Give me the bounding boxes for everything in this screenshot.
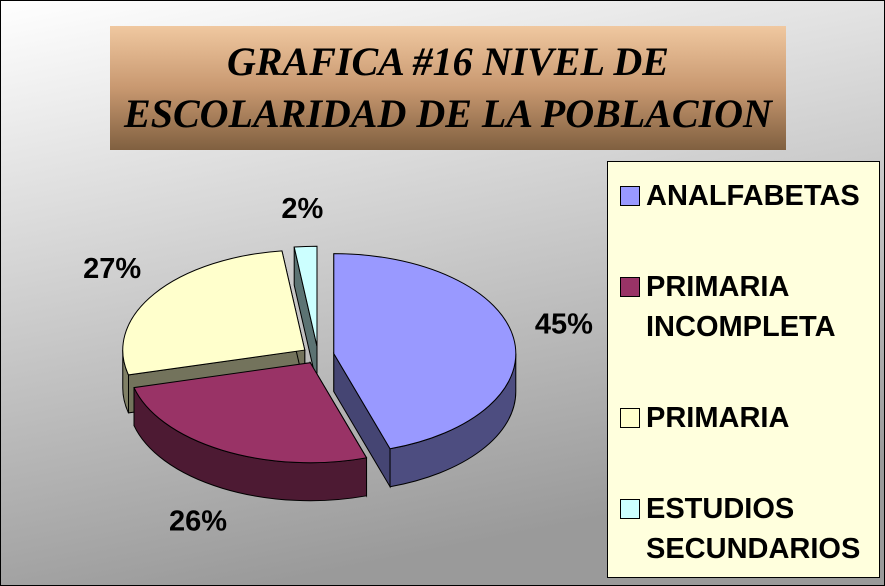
legend-label: ANALFABETAS xyxy=(646,180,860,212)
slice xyxy=(333,253,517,450)
legend-swatch xyxy=(620,277,640,297)
slice xyxy=(133,362,368,464)
data-label: 45% xyxy=(535,308,593,340)
legend-item: ANALFABETAS xyxy=(620,176,873,216)
legend-swatch xyxy=(620,186,640,206)
chart-title: GRAFICA #16 NIVEL DE ESCOLARIDAD DE LA P… xyxy=(110,26,786,150)
data-label: 27% xyxy=(83,253,141,285)
legend-label: PRIMARIA xyxy=(646,402,790,434)
legend-item: ESTUDIOS SECUNDARIOS xyxy=(620,489,873,569)
legend-item: PRIMARIA INCOMPLETA xyxy=(620,267,873,347)
slice xyxy=(122,250,306,376)
legend-label: ESTUDIOS SECUNDARIOS xyxy=(646,493,861,565)
pie-tops xyxy=(122,245,517,464)
legend-swatch xyxy=(620,499,640,519)
legend-swatch xyxy=(620,408,640,428)
data-label: 26% xyxy=(169,506,227,538)
data-label: 2% xyxy=(281,193,323,225)
legend-label: PRIMARIA INCOMPLETA xyxy=(646,271,836,343)
legend: ANALFABETAS PRIMARIA INCOMPLETA PRIMARIA ES… xyxy=(607,161,880,578)
slice xyxy=(293,245,318,347)
legend-item: PRIMARIA xyxy=(620,398,873,438)
